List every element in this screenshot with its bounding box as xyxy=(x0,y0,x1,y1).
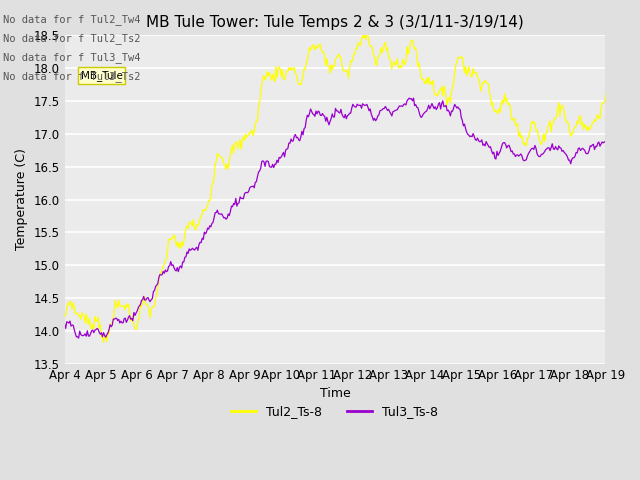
Text: No data for f Tul3_Tw4: No data for f Tul3_Tw4 xyxy=(3,52,141,63)
Text: No data for f Tul3_Ts2: No data for f Tul3_Ts2 xyxy=(3,71,141,82)
X-axis label: Time: Time xyxy=(319,387,350,400)
Text: No data for f Tul2_Ts2: No data for f Tul2_Ts2 xyxy=(3,33,141,44)
Y-axis label: Temperature (C): Temperature (C) xyxy=(15,149,28,251)
Text: No data for f Tul2_Tw4: No data for f Tul2_Tw4 xyxy=(3,13,141,24)
Legend: Tul2_Ts-8, Tul3_Ts-8: Tul2_Ts-8, Tul3_Ts-8 xyxy=(227,400,444,423)
Text: MB_Tule: MB_Tule xyxy=(81,70,123,81)
Title: MB Tule Tower: Tule Temps 2 & 3 (3/1/11-3/19/14): MB Tule Tower: Tule Temps 2 & 3 (3/1/11-… xyxy=(146,15,524,30)
